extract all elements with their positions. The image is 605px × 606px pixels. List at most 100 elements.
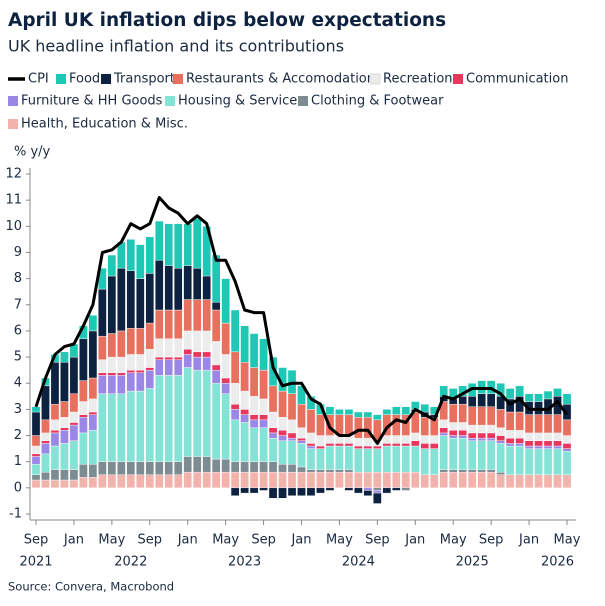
bar-segment [524,448,534,475]
bar-segment [268,461,278,473]
source: Source: Convera, Macrobond [8,580,174,594]
bar-segment [297,440,306,444]
bar-segment [249,471,259,489]
bar-segment [429,474,439,489]
x-tick-label: Jan [290,533,311,548]
bar-segment [287,440,297,465]
bar-segment [136,474,145,489]
bar-segment [41,419,50,434]
y-tick-label: 11 [5,193,22,208]
bar-segment [98,335,107,360]
bar-segment [553,448,562,475]
bar-segment [126,461,136,475]
bar-segment [249,461,259,473]
bar-segment [69,411,79,423]
bar-segment [534,474,543,489]
bar-segment [126,270,136,329]
bar-segment [458,469,467,473]
y-tick-label: 5 [14,350,22,365]
bar-segment [496,474,505,489]
bar-segment [401,487,411,491]
bar-segment [50,479,60,489]
bar-segment [164,356,174,360]
bar-segment [41,432,50,441]
bar-segment [173,356,183,360]
bar-segment [79,477,88,489]
bar-segment [192,330,202,353]
bar-segment [401,471,411,489]
legend-label: Communication [466,72,568,87]
bar-segment [287,487,297,496]
bar-segment [164,359,174,376]
bar-segment [477,393,486,407]
bar-segment [392,445,401,473]
bar-segment [60,427,69,431]
bar-segment [136,244,145,279]
bar-segment [145,388,155,462]
bar-segment [477,406,486,426]
bar-segment [268,432,278,439]
bar-segment [107,254,117,277]
legend-label: Recreation [383,72,453,87]
bar-segment [363,445,373,449]
bar-segment [50,430,60,434]
bar-segment [297,487,306,496]
bar-segment [467,469,477,473]
bar-segment [154,474,164,489]
x-tick-label: Sep [24,533,49,548]
bar-segment [477,471,486,489]
bar-segment [79,464,88,478]
bar-segment [136,278,145,329]
bar-segment [420,403,430,413]
bar-segment [69,469,79,481]
bar-segment [88,464,98,478]
bar-segment [458,437,467,470]
bar-segment [173,223,183,269]
bar-segment [249,333,259,368]
bar-segment [543,474,553,489]
bar-segment [41,440,50,444]
bar-segment [240,414,249,423]
bar-segment [107,393,117,462]
bar-segment [486,432,496,439]
bar-segment [496,409,505,428]
bar-segment [154,375,164,462]
bar-segment [543,414,553,434]
bar-segment [373,445,382,449]
bar-segment [278,471,287,489]
bar-segment [202,369,211,457]
bar-segment [411,445,420,473]
bar-segment [249,414,259,421]
bar-segment [344,469,354,473]
bar-segment [192,267,202,300]
bar-segment [458,396,467,405]
bar-segment [107,356,117,373]
bar-segment [278,417,287,431]
bar-segment [515,445,524,475]
bar-segment [126,390,136,462]
bar-segment [420,448,430,475]
bar-segment [69,356,79,394]
bar-segment [486,471,496,489]
legend-swatch [453,74,463,84]
bar-segment [524,445,534,449]
bar-segment [145,349,155,368]
bar-segment [98,393,107,462]
bar-segment [439,432,449,436]
bar-segment [249,367,259,397]
bar-segment [221,383,230,394]
bar-segment [173,375,183,462]
bar-segment [249,487,259,494]
bar-segment [164,474,174,489]
bar-segment [401,435,411,444]
y-tick-label: 1 [14,454,22,469]
bar-segment [221,377,230,384]
bar-segment [88,330,98,379]
bar-segment [79,401,88,415]
bar-segment [202,356,211,371]
bar-segment [467,424,477,434]
bar-segment [534,448,543,475]
bar-segment [154,220,164,261]
bar-segment [392,443,401,447]
bar-segment [221,354,230,379]
